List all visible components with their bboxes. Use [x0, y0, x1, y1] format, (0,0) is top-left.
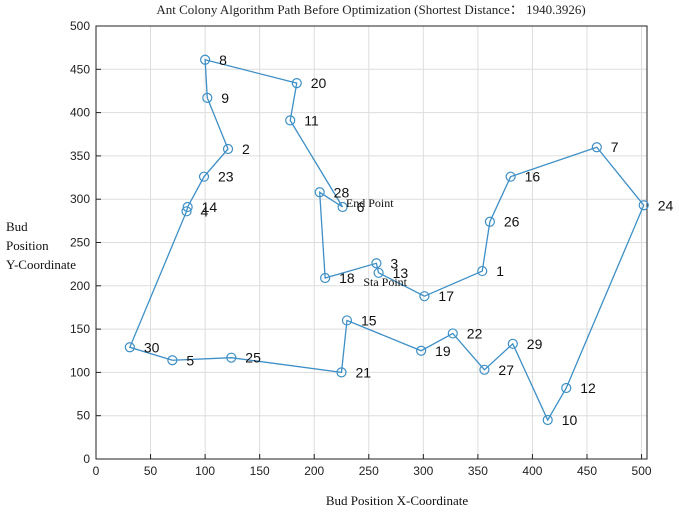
city-label-9: 9 [221, 90, 229, 106]
city-marker-7 [591, 142, 602, 153]
y-tick-label: 50 [77, 409, 91, 423]
end-point-label: End Point [346, 196, 394, 210]
city-marker-27 [479, 364, 490, 375]
x-tick-label: 0 [93, 464, 100, 478]
x-tick-label: 250 [359, 464, 379, 478]
y-tick-label: 450 [70, 62, 90, 76]
city-label-5: 5 [186, 352, 194, 368]
x-axis-label: Bud Position X-Coordinate [326, 493, 469, 508]
city-label-17: 17 [438, 288, 454, 304]
y-tick-label: 200 [70, 279, 90, 293]
x-tick-label: 50 [144, 464, 158, 478]
city-label-25: 25 [245, 350, 261, 366]
city-marker-1 [477, 265, 488, 277]
city-marker-4 [181, 206, 192, 217]
x-tick-label: 200 [304, 464, 324, 478]
city-label-15: 15 [361, 312, 377, 328]
x-tick-label: 350 [468, 464, 488, 478]
annotations: End Point Sta Point [346, 196, 408, 289]
point-labels: 1234567891011121314151617181920212223242… [144, 52, 674, 428]
city-label-16: 16 [525, 169, 541, 185]
city-label-29: 29 [527, 336, 543, 352]
city-label-20: 20 [311, 75, 327, 91]
y-tick-label: 350 [70, 149, 90, 163]
y-tick-label: 250 [70, 236, 90, 250]
city-marker-20 [291, 78, 302, 89]
city-label-10: 10 [562, 412, 578, 428]
city-label-23: 23 [218, 169, 234, 185]
city-label-26: 26 [504, 214, 520, 230]
city-marker-12 [561, 382, 572, 394]
city-marker-13 [373, 267, 384, 278]
city-marker-2 [222, 143, 234, 155]
city-marker-10 [542, 414, 553, 426]
x-tick-label: 450 [577, 464, 597, 478]
city-marker-5 [167, 355, 178, 366]
city-label-21: 21 [355, 364, 371, 380]
city-marker-15 [341, 315, 353, 326]
city-label-3: 3 [390, 255, 398, 271]
city-marker-3 [371, 258, 382, 269]
city-marker-23 [198, 171, 210, 182]
city-marker-6 [337, 201, 348, 213]
city-label-24: 24 [658, 197, 674, 213]
y-tick-label: 150 [70, 322, 90, 336]
city-label-14: 14 [202, 199, 218, 215]
city-label-28: 28 [334, 184, 350, 200]
y-tick-label: 100 [70, 365, 90, 379]
grid [95, 25, 647, 460]
city-label-4: 4 [201, 203, 209, 219]
city-marker-16 [505, 171, 516, 182]
city-marker-24 [638, 200, 649, 211]
city-label-13: 13 [393, 265, 409, 281]
city-marker-21 [336, 367, 347, 378]
x-tick-label: 100 [195, 464, 215, 478]
city-marker-9 [202, 92, 213, 103]
city-label-18: 18 [339, 270, 355, 286]
city-label-2: 2 [242, 141, 250, 157]
city-label-1: 1 [496, 263, 504, 279]
city-label-30: 30 [144, 339, 160, 355]
x-tick-label: 150 [250, 464, 270, 478]
y-tick-label: 500 [70, 19, 90, 33]
city-marker-8 [200, 54, 211, 65]
city-label-27: 27 [498, 362, 514, 378]
city-label-8: 8 [219, 52, 227, 68]
city-marker-17 [419, 291, 430, 302]
city-marker-11 [285, 115, 296, 126]
city-marker-29 [507, 338, 518, 349]
city-marker-28 [314, 187, 325, 198]
city-label-22: 22 [467, 325, 483, 341]
city-label-7: 7 [611, 139, 619, 155]
city-label-19: 19 [435, 343, 451, 359]
city-marker-19 [416, 345, 427, 356]
city-marker-18 [320, 272, 331, 284]
route-path [128, 58, 645, 422]
y-axis-label-line-1: Bud [6, 219, 28, 234]
city-label-11: 11 [304, 112, 319, 128]
y-tick-label: 400 [70, 106, 90, 120]
x-tick-label: 400 [522, 464, 542, 478]
y-axis-label-line-3: Y-Coordinate [6, 257, 76, 272]
city-label-12: 12 [580, 380, 596, 396]
city-marker-30 [124, 342, 135, 353]
city-label-6: 6 [357, 199, 365, 215]
y-axis-label-line-2: Position [6, 238, 49, 253]
city-marker-22 [447, 328, 458, 339]
markers [124, 54, 649, 426]
x-tick-label: 300 [413, 464, 433, 478]
y-tick-label: 0 [83, 452, 90, 466]
y-tick-label: 300 [70, 192, 90, 206]
city-marker-26 [484, 216, 495, 227]
city-marker-25 [226, 352, 237, 363]
start-point-label: Sta Point [363, 275, 407, 289]
city-marker-14 [182, 201, 193, 213]
x-tick-label: 500 [632, 464, 652, 478]
chart-title: Ant Colony Algorithm Path Before Optimiz… [156, 2, 585, 17]
axis-ticks: 0 50 100 150 200 250 300 350 400 450 500 0 50 100 150 2… [70, 19, 652, 478]
